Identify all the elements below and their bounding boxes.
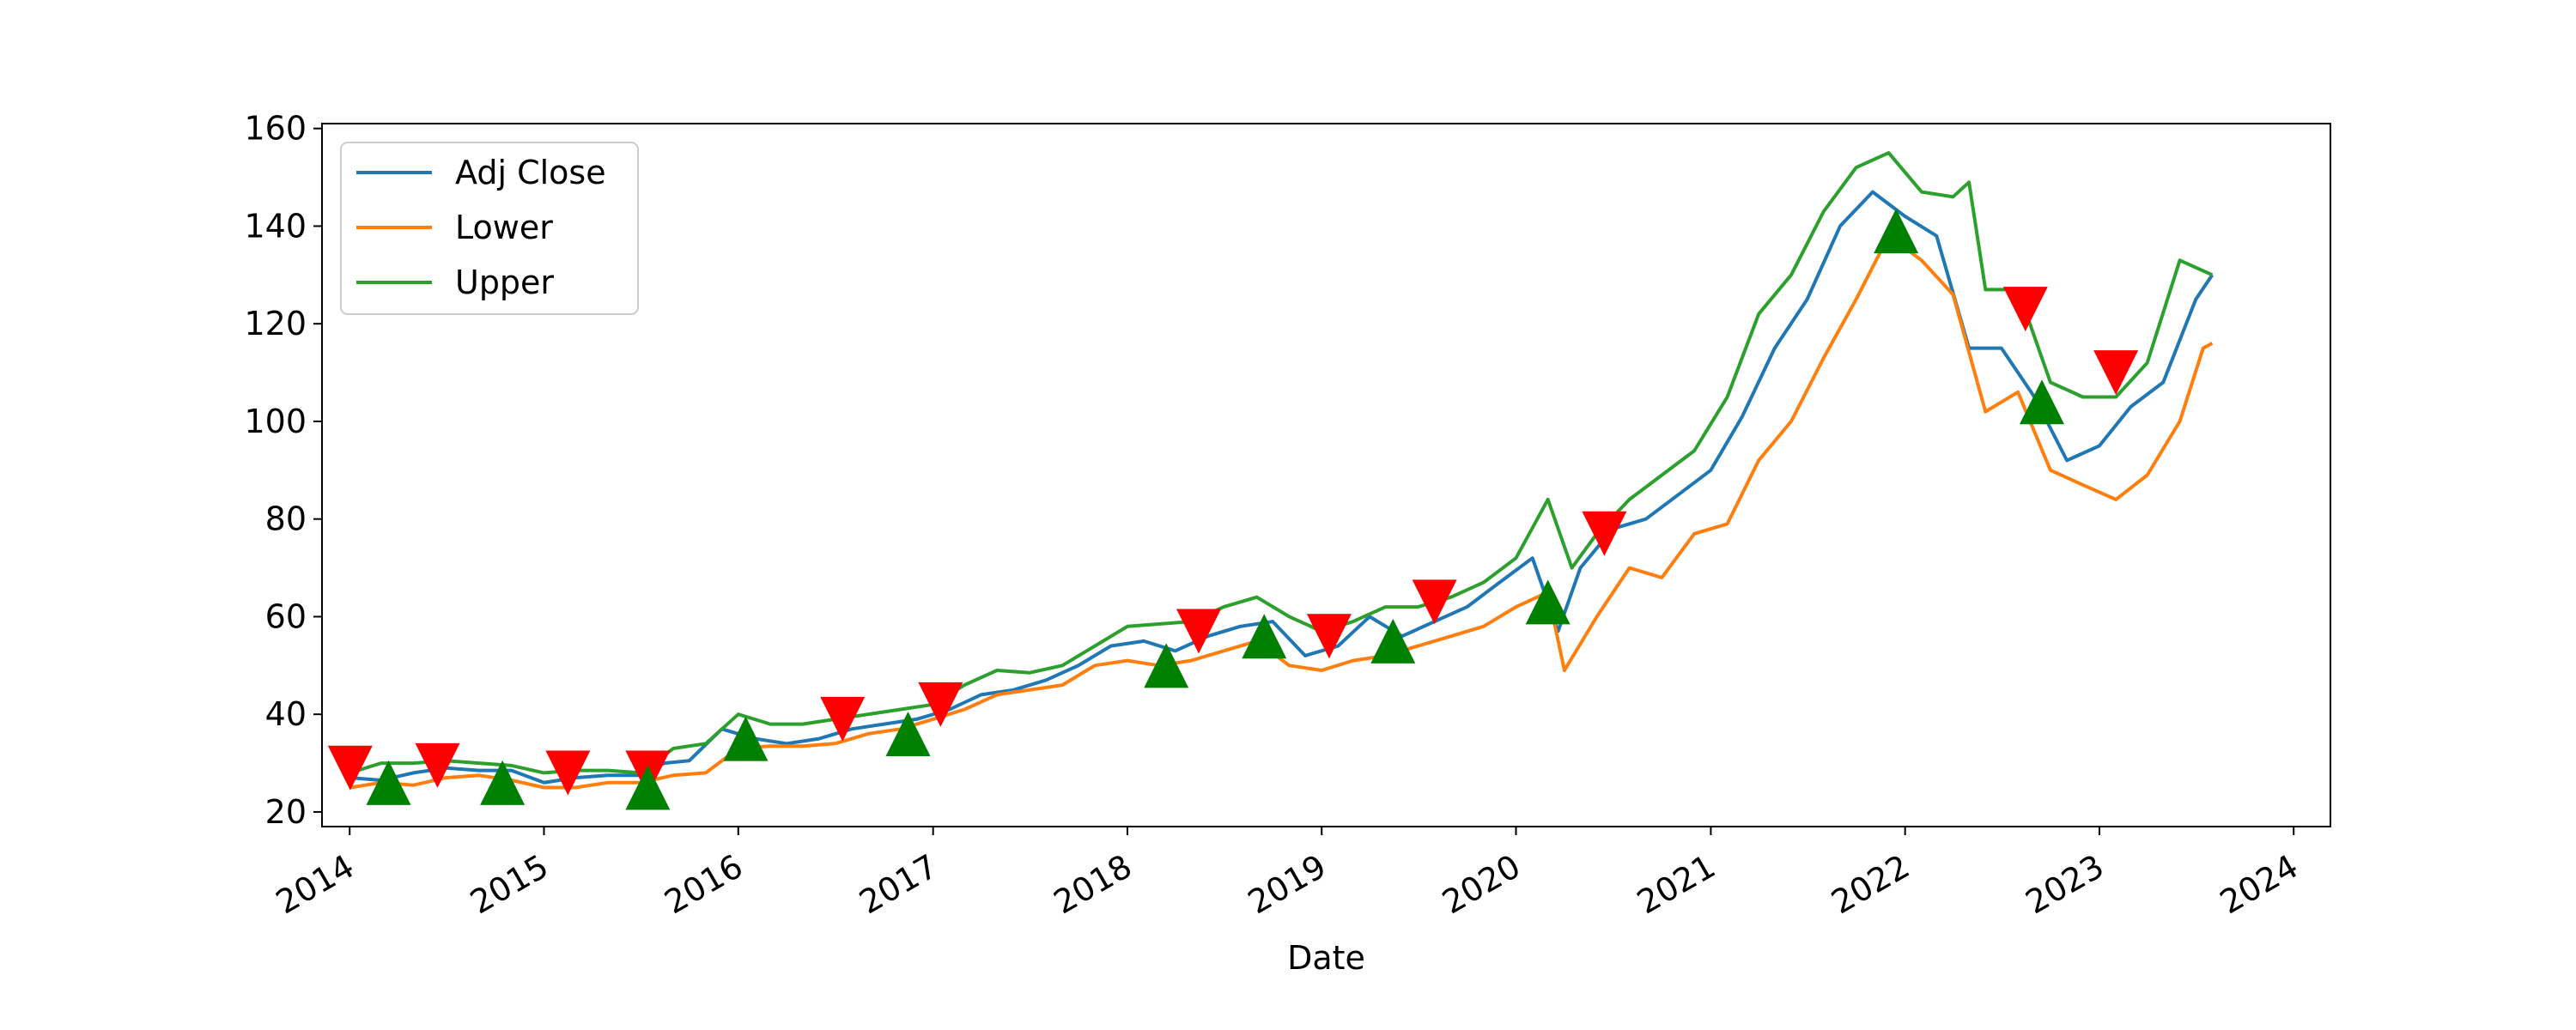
- y-tick-label: 40: [265, 695, 307, 733]
- x-axis-label: Date: [1287, 939, 1365, 977]
- sell-signal-marker: [1582, 511, 1627, 556]
- buy-signal-marker: [625, 765, 671, 810]
- y-tick-label: 160: [244, 110, 307, 148]
- sell-signal-marker: [415, 742, 460, 788]
- buy-signal-marker: [366, 760, 411, 805]
- plot-frame: [321, 123, 2331, 827]
- sell-signal-marker: [820, 696, 866, 742]
- signal-marker-layer: [327, 209, 2139, 810]
- sell-signal-marker: [918, 682, 963, 727]
- sell-signal-marker: [2002, 287, 2048, 332]
- sell-signal-marker: [1412, 579, 1457, 625]
- buy-signal-marker: [1874, 209, 1919, 254]
- y-tick-label: 60: [265, 597, 307, 635]
- buy-signal-marker: [1242, 614, 1287, 659]
- buy-signal-marker: [1525, 579, 1571, 625]
- sell-signal-marker: [1176, 609, 1222, 654]
- y-tick-label: 80: [265, 500, 307, 538]
- legend-label-lower: Lower: [455, 209, 553, 246]
- sell-signal-marker: [545, 750, 591, 796]
- y-tick-label: 140: [244, 207, 307, 245]
- y-tick-label: 120: [244, 305, 307, 342]
- legend-label-upper: Upper: [455, 264, 554, 301]
- sell-signal-marker: [2093, 350, 2139, 396]
- legend-label-adj-close: Adj Close: [455, 154, 606, 191]
- legend-box: [340, 142, 639, 315]
- legend: Adj Close Lower Upper: [340, 142, 639, 315]
- buy-signal-marker: [885, 711, 931, 756]
- y-tick-label: 100: [244, 403, 307, 440]
- buy-signal-marker: [480, 760, 526, 805]
- series-line-lower: [349, 233, 2214, 790]
- sell-signal-marker: [327, 745, 373, 791]
- buy-signal-marker: [1144, 643, 1189, 688]
- y-tick-label: 20: [265, 793, 307, 831]
- buy-signal-marker: [2019, 379, 2064, 425]
- buy-signal-marker: [723, 716, 769, 761]
- sell-signal-marker: [1306, 614, 1352, 659]
- buy-signal-marker: [1370, 618, 1416, 663]
